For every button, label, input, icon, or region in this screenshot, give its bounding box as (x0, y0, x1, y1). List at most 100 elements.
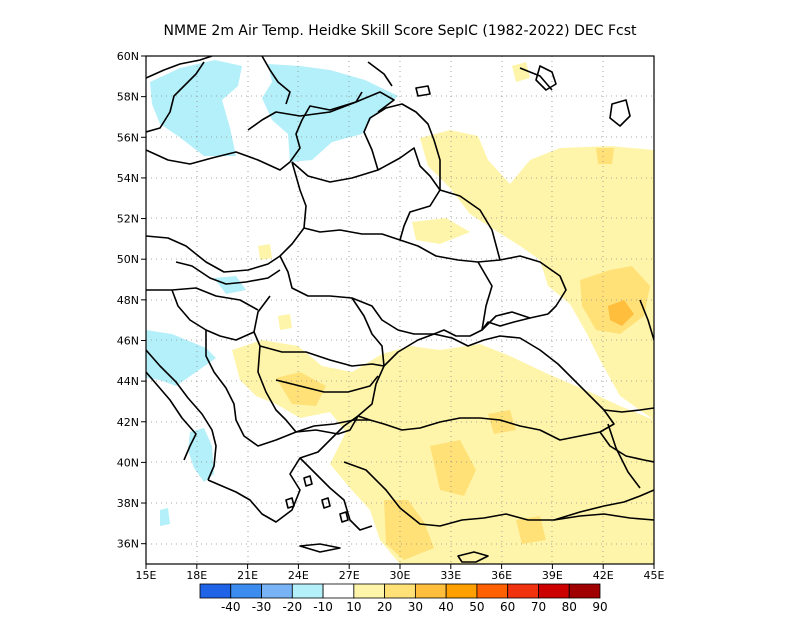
coastline-cyprus (457, 551, 489, 563)
colorbar-swatch (384, 583, 416, 599)
colorbar-swatch (445, 583, 478, 599)
map-title: NMME 2m Air Temp. Heidke Skill Score Sep… (164, 23, 637, 39)
colorbar-swatch (230, 583, 262, 599)
border-turkey-georgia (599, 407, 654, 463)
negative-skill-region-scandinavia (150, 60, 242, 156)
coastline-aegean (299, 457, 373, 531)
x-tick-label: 36E (491, 569, 512, 582)
y-tick-label: 50N (117, 253, 139, 266)
positive-skill-region-20-30-f (596, 148, 614, 164)
x-tick-label: 15E (136, 569, 157, 582)
colorbar-swatch (538, 583, 570, 599)
border-ukraine-russia (439, 189, 501, 331)
colorbar-swatch (322, 583, 355, 599)
positive-skill-regions (232, 62, 654, 564)
border-romania (253, 295, 385, 367)
latitude-tick-labels: 36N 38N 40N 42N 44N 46N 48N 50N 52N 54N 56N 58N 60N (117, 50, 146, 551)
x-tick-label: 39E (542, 569, 563, 582)
coastline-sea-of-azov (481, 311, 531, 331)
y-tick-label: 52N (117, 213, 139, 226)
x-tick-label: 30E (390, 569, 411, 582)
negative-skill-region-small-1 (214, 276, 246, 294)
positive-skill-region-small-2 (258, 244, 272, 260)
coastline-gulf-of-bothnia (261, 56, 291, 105)
colorbar-swatch (414, 583, 447, 599)
negative-skill-region-baltic (262, 64, 398, 162)
y-tick-label: 42N (117, 416, 139, 429)
coastlines-and-borders (146, 56, 654, 563)
positive-skill-region-small-1 (512, 62, 530, 82)
y-tick-label: 36N (117, 538, 139, 551)
x-tick-label: 18E (186, 569, 207, 582)
positive-skill-region-20-30-d (430, 440, 476, 496)
colorbar-label: 60 (500, 600, 515, 614)
border-russia-north (363, 103, 441, 190)
islands-aegean (285, 475, 349, 523)
positive-skill-region-20-30-g (516, 516, 546, 544)
colorbar-label: -40 (221, 600, 241, 614)
lake-islands-north (415, 65, 631, 127)
coastline-white-sea (367, 61, 553, 91)
colorbar-label: 20 (377, 600, 392, 614)
colorbar-swatch (261, 583, 293, 599)
coastline-scandinavia (146, 56, 213, 133)
y-tick-label: 56N (117, 131, 139, 144)
coastline-crete (299, 543, 341, 553)
coastline-italy (146, 371, 197, 461)
colorbar-label: 50 (469, 600, 484, 614)
negative-skill-region-albania (188, 428, 214, 482)
y-tick-label: 54N (117, 172, 139, 185)
x-tick-label: 42E (593, 569, 614, 582)
colorbar-swatch (199, 583, 232, 599)
y-tick-label: 44N (117, 375, 139, 388)
coastline-turkey-south (343, 461, 654, 527)
colorbar-label: -30 (252, 600, 272, 614)
positive-skill-region-20-30-c (384, 500, 434, 560)
colorbar-swatch (568, 583, 601, 599)
coastline-black-sea (357, 333, 615, 441)
colorbar-label: 80 (562, 600, 577, 614)
positive-skill-region-20-30-a (580, 266, 650, 334)
border-bulgaria (275, 375, 379, 433)
coastline-baltic-south (146, 149, 291, 171)
border-balkans (205, 330, 359, 447)
plot-area (146, 56, 654, 564)
y-tick-label: 38N (117, 497, 139, 510)
colorbar-label: -20 (283, 600, 303, 614)
negative-skill-region-adriatic (146, 330, 216, 386)
colorbar-swatch (291, 583, 324, 599)
coastline-finland (247, 91, 395, 131)
colorbar-label: 40 (439, 600, 454, 614)
border-poland (146, 161, 307, 273)
colorbar-label: 70 (531, 600, 546, 614)
border-turkey-syria (553, 423, 654, 521)
border-hungary-austria (146, 287, 259, 341)
x-tick-label: 33E (440, 569, 461, 582)
negative-skill-regions (146, 60, 398, 526)
colorbar: -40 -30 -20 -10 10 20 30 40 50 60 70 80 90 (199, 583, 608, 614)
x-tick-label: 45E (644, 569, 665, 582)
longitude-tick-labels: 15E 18E 21E 24E 27E 30E 33E 36E 39E 42E 45E (136, 564, 665, 582)
colorbar-swatch (476, 583, 509, 599)
y-tick-label: 58N (117, 91, 139, 104)
x-tick-label: 21E (237, 569, 258, 582)
colorbar-label: 30 (408, 600, 423, 614)
y-tick-label: 46N (117, 334, 139, 347)
y-tick-label: 48N (117, 294, 139, 307)
y-tick-label: 40N (117, 456, 139, 469)
border-czech-slovakia (175, 261, 281, 285)
colorbar-label: 10 (346, 600, 361, 614)
x-tick-label: 27E (339, 569, 360, 582)
positive-skill-region-20-30-b (276, 372, 326, 406)
positive-skill-region-ukraine (412, 218, 470, 244)
positive-skill-region-small-3 (278, 314, 292, 330)
positive-skill-region-russia (420, 130, 654, 420)
colorbar-swatch (507, 583, 539, 599)
x-tick-label: 24E (288, 569, 309, 582)
positive-skill-region-30-40 (608, 300, 634, 326)
y-tick-label: 60N (117, 50, 139, 63)
colorbar-label: -10 (313, 600, 333, 614)
colorbar-swatch (353, 583, 386, 599)
coastline-adriatic (146, 349, 217, 481)
